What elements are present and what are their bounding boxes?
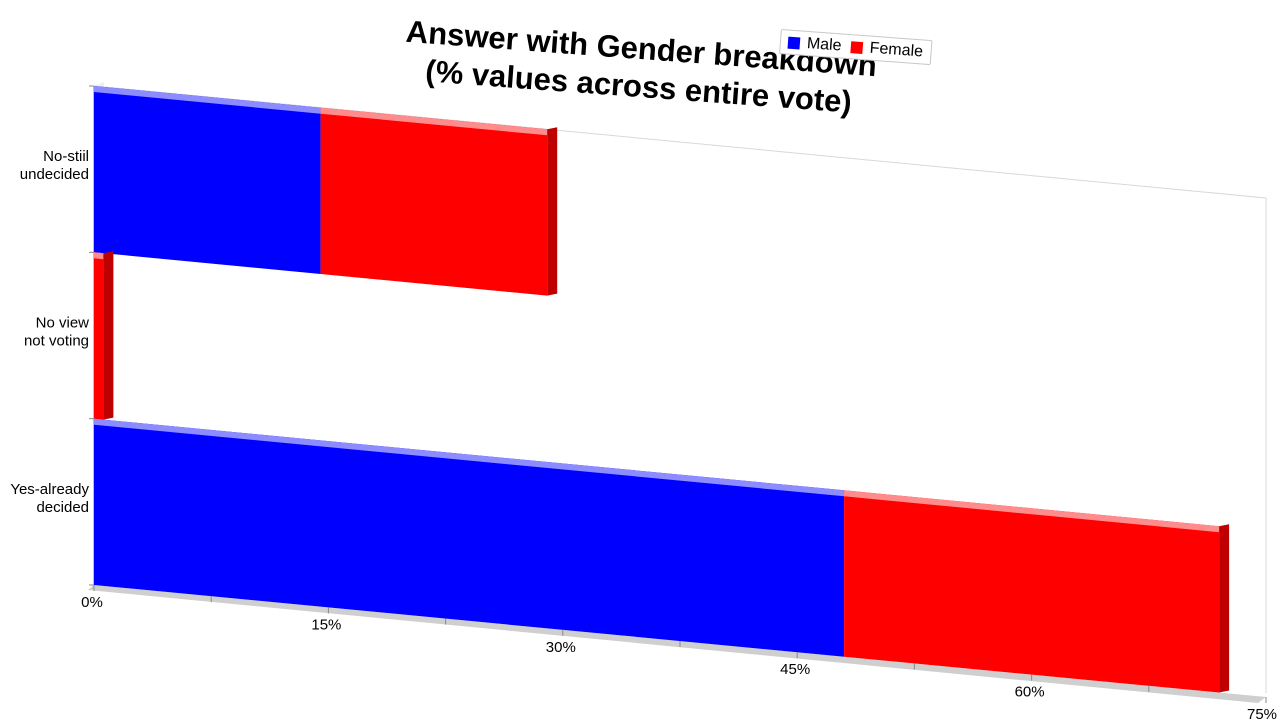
- bar-top-female-2: [844, 490, 1220, 533]
- bar-top-female-1: [94, 252, 104, 260]
- plot-frame: [93, 85, 1267, 693]
- legend-swatch-male: [787, 36, 801, 50]
- bar-female-2: [844, 490, 1220, 693]
- legend-label-male: Male: [806, 35, 843, 55]
- plot-floor: [88, 585, 1266, 703]
- legend-label-female: Female: [869, 39, 924, 61]
- x-tick-label-1: 15%: [311, 616, 341, 633]
- bar-end-female-2: [1219, 524, 1230, 693]
- bar-female-1: [94, 252, 104, 420]
- bar-male-0: [94, 86, 321, 274]
- legend-swatch-female: [850, 41, 864, 55]
- legend-item-male: Male: [787, 34, 842, 56]
- bar-top-male-2: [94, 418, 845, 497]
- x-tick-label-5: 75%: [1247, 706, 1277, 720]
- x-tick-label-3: 45%: [780, 661, 810, 678]
- legend-item-female: Female: [850, 38, 924, 61]
- bar-end-female-1: [103, 251, 114, 420]
- y-tick-label-line: No view: [36, 315, 90, 332]
- y-tick-label-line: No-stiil: [43, 148, 89, 165]
- x-tick-label-2: 30%: [546, 639, 576, 656]
- y-tick-label-line: Yes-already: [10, 481, 89, 498]
- bar-female-0: [320, 107, 548, 296]
- y-tick-label-line: not voting: [24, 333, 89, 350]
- y-tick-label-0: No-stiil undecided: [20, 148, 89, 183]
- bar-end-female-0: [547, 127, 558, 296]
- y-tick-label-1: No view not voting: [24, 315, 89, 350]
- x-tick-label-0: 0%: [81, 594, 103, 611]
- bar-top-female-0: [320, 107, 548, 136]
- x-tick-label-4: 60%: [1015, 684, 1045, 701]
- y-tick-label-line: undecided: [20, 166, 89, 183]
- bar-top-male-0: [94, 86, 321, 114]
- y-tick-label-line: decided: [36, 499, 89, 516]
- y-tick-label-2: Yes-already decided: [10, 481, 89, 516]
